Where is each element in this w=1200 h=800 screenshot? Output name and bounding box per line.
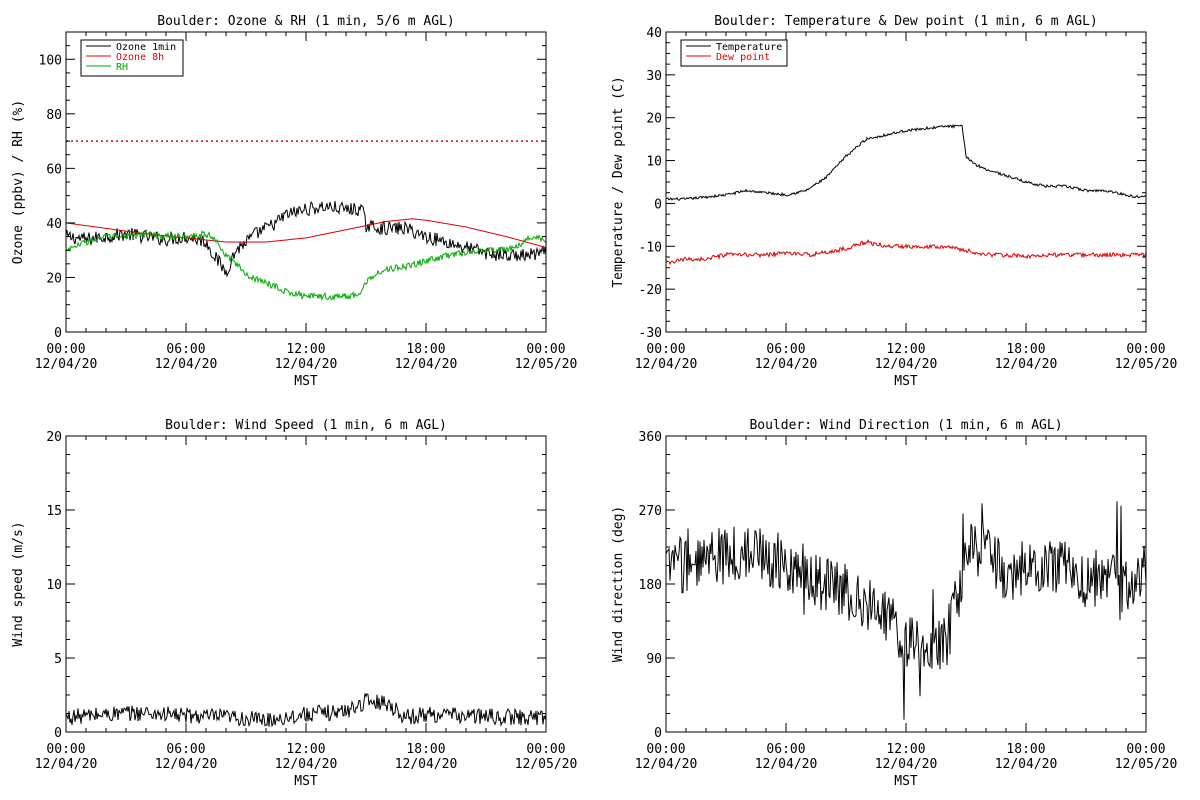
- legend-box: [680, 39, 788, 67]
- y-tick-label: 40: [646, 26, 662, 41]
- chart-title: Boulder: Temperature & Dew point (1 min,…: [714, 14, 1098, 29]
- y-tick-label: 10: [646, 155, 662, 170]
- x-tick-label-time: 06:00: [766, 742, 805, 757]
- legend-entry: Temperature: [716, 42, 782, 53]
- x-tick-label-time: 00:00: [646, 742, 685, 757]
- x-tick-label-date: 12/04/20: [275, 757, 338, 772]
- y-tick-label: 40: [46, 217, 62, 232]
- panel-wind-direction: Boulder: Wind Direction (1 min, 6 m AGL)…: [611, 418, 1177, 789]
- x-axis-label: MST: [294, 374, 318, 389]
- x-tick-label-date: 12/05/20: [515, 357, 578, 372]
- legend-entry: Ozone 8h: [116, 52, 164, 63]
- series-line-dew-point: [666, 239, 1146, 266]
- panel-ozone-rh: Boulder: Ozone & RH (1 min, 5/6 m AGL)00…: [11, 14, 577, 389]
- series-line-ozone-8h: [66, 218, 546, 248]
- x-tick-label-time: 00:00: [46, 742, 85, 757]
- chart-title: Boulder: Wind Speed (1 min, 6 m AGL): [165, 418, 447, 433]
- x-tick-label-date: 12/04/20: [755, 357, 818, 372]
- x-axis-label: MST: [894, 374, 918, 389]
- x-tick-label-time: 00:00: [1126, 342, 1165, 357]
- x-tick-label-date: 12/04/20: [35, 357, 98, 372]
- x-axis-label: MST: [894, 774, 918, 789]
- x-tick-label-time: 18:00: [406, 342, 445, 357]
- y-tick-label: 20: [646, 112, 662, 127]
- x-tick-label-time: 12:00: [886, 342, 925, 357]
- y-tick-label: 180: [639, 578, 662, 593]
- x-tick-label-date: 12/04/20: [155, 357, 218, 372]
- y-tick-label: 80: [46, 108, 62, 123]
- x-tick-label-date: 12/04/20: [395, 757, 458, 772]
- y-tick-label: 0: [54, 326, 62, 341]
- x-tick-label-time: 00:00: [1126, 742, 1165, 757]
- x-tick-label-date: 12/05/20: [515, 757, 578, 772]
- y-tick-label: -10: [639, 240, 662, 255]
- x-tick-label-time: 18:00: [1006, 342, 1045, 357]
- plot-frame: [65, 435, 547, 733]
- series-line-value: [666, 501, 1146, 720]
- panel-wind-speed: Boulder: Wind Speed (1 min, 6 m AGL) 00:0…: [11, 418, 577, 789]
- x-tick-label-time: 06:00: [766, 342, 805, 357]
- y-tick-label: -30: [639, 326, 662, 341]
- x-tick-label-date: 12/04/20: [875, 757, 938, 772]
- plot-frame: [665, 31, 1147, 333]
- x-tick-label-time: 00:00: [46, 342, 85, 357]
- x-tick-label-time: 18:00: [1006, 742, 1045, 757]
- x-tick-label-date: 12/05/20: [1115, 357, 1178, 372]
- x-tick-label-date: 12/04/20: [35, 757, 98, 772]
- y-tick-label: 90: [646, 652, 662, 667]
- y-axis-label: Ozone (ppbv) / RH (%): [11, 100, 26, 264]
- series-line-ozone-1min: [66, 201, 546, 278]
- x-tick-label-date: 12/04/20: [875, 357, 938, 372]
- y-axis-label: Temperature / Dew point (C): [611, 76, 626, 287]
- chart-title: Boulder: Wind Direction (1 min, 6 m AGL): [749, 418, 1062, 433]
- y-tick-label: 20: [46, 271, 62, 286]
- y-tick-label: 100: [39, 53, 62, 68]
- y-tick-label: 5: [54, 652, 62, 667]
- y-axis-label: Wind speed (m/s): [11, 521, 26, 646]
- series-line-value: [66, 693, 546, 728]
- panel-temperature-dewpoint: Boulder: Temperature & Dew point (1 min,…: [611, 14, 1177, 389]
- x-tick-label-time: 12:00: [286, 342, 325, 357]
- series-line-rh: [66, 230, 546, 302]
- x-tick-label-time: 00:00: [526, 342, 565, 357]
- x-tick-label-date: 12/04/20: [635, 757, 698, 772]
- x-tick-label-time: 06:00: [166, 342, 205, 357]
- x-tick-label-time: 12:00: [286, 742, 325, 757]
- x-tick-label-date: 12/04/20: [155, 757, 218, 772]
- series-line-temperature: [666, 123, 1146, 202]
- chart-title: Boulder: Ozone & RH (1 min, 5/6 m AGL): [157, 14, 454, 29]
- x-tick-label-date: 12/04/20: [995, 357, 1058, 372]
- y-tick-label: 15: [46, 504, 62, 519]
- y-tick-label: 10: [46, 578, 62, 593]
- y-tick-label: -20: [639, 283, 662, 298]
- y-tick-label: 20: [46, 430, 62, 445]
- x-tick-label-date: 12/04/20: [395, 357, 458, 372]
- y-axis-label: Wind direction (deg): [611, 506, 626, 663]
- x-tick-label-time: 00:00: [646, 342, 685, 357]
- y-tick-label: 0: [654, 197, 662, 212]
- plot-frame: [65, 31, 547, 333]
- legend-entry: Dew point: [716, 52, 770, 63]
- x-tick-label-time: 06:00: [166, 742, 205, 757]
- y-tick-label: 30: [646, 69, 662, 84]
- x-tick-label-date: 12/04/20: [275, 357, 338, 372]
- x-tick-label-time: 12:00: [886, 742, 925, 757]
- y-tick-label: 0: [654, 726, 662, 741]
- x-tick-label-time: 18:00: [406, 742, 445, 757]
- y-tick-label: 60: [46, 162, 62, 177]
- y-tick-label: 0: [54, 726, 62, 741]
- x-tick-label-date: 12/04/20: [755, 757, 818, 772]
- x-tick-label-date: 12/05/20: [1115, 757, 1178, 772]
- x-tick-label-date: 12/04/20: [995, 757, 1058, 772]
- x-tick-label-time: 00:00: [526, 742, 565, 757]
- legend-entry: RH: [116, 62, 128, 73]
- y-tick-label: 270: [639, 504, 662, 519]
- x-tick-label-date: 12/04/20: [635, 357, 698, 372]
- y-tick-label: 360: [639, 430, 662, 445]
- legend-entry: Ozone 1min: [116, 42, 176, 53]
- x-axis-label: MST: [294, 774, 318, 789]
